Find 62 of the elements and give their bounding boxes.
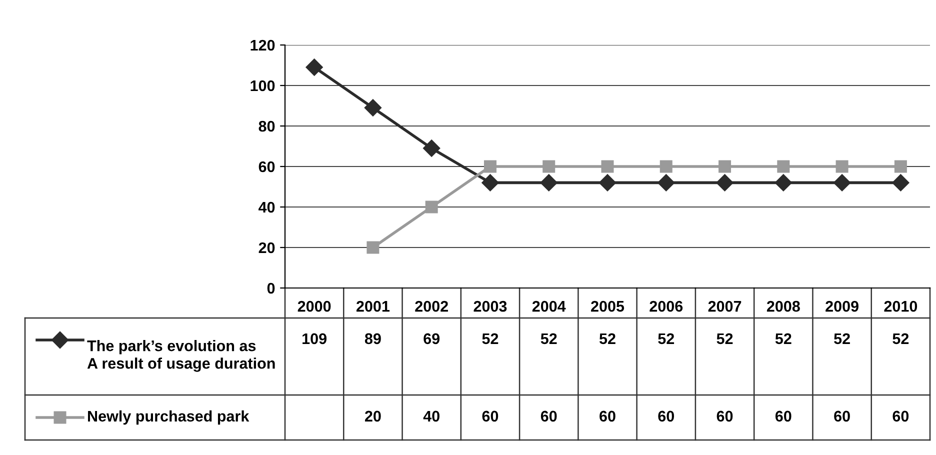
y-tick-label: 20	[258, 242, 275, 254]
x-tick-label: 2006	[650, 300, 683, 312]
x-tick-label: 2003	[474, 300, 507, 312]
data-label: 60	[716, 410, 733, 422]
data-label: 60	[775, 410, 792, 422]
point	[833, 174, 851, 192]
point	[777, 160, 790, 173]
point	[601, 160, 614, 173]
data-label: 69	[424, 333, 440, 344]
data-label: 52	[540, 333, 557, 344]
point	[660, 160, 672, 173]
y-tick-label: 100	[250, 80, 275, 92]
data-label: 20	[364, 410, 381, 422]
data-label: 52	[658, 333, 674, 344]
point	[658, 174, 675, 192]
data-label: 52	[482, 333, 498, 344]
x-tick-label: 2008	[766, 300, 800, 312]
point	[366, 241, 380, 254]
point	[894, 160, 907, 173]
point	[484, 160, 496, 173]
data-label: 60	[834, 410, 850, 422]
x-tick-label: 2004	[532, 300, 566, 312]
data-label: 109	[302, 333, 326, 344]
y-tick-label: 80	[258, 120, 275, 132]
point	[306, 58, 323, 76]
data-label: 52	[892, 333, 909, 344]
y-tick-label: 40	[258, 202, 275, 213]
y-tick-label: 0	[267, 282, 275, 294]
x-tick-label: 2005	[591, 300, 624, 312]
point	[718, 160, 732, 173]
data-label: 40	[423, 410, 440, 422]
x-tick-label: 2009	[826, 300, 858, 312]
data-label: 52	[599, 333, 616, 344]
point	[482, 174, 499, 192]
data-label: 52	[716, 333, 733, 344]
data-label: 60	[658, 410, 674, 422]
y-tick-label: 120	[250, 40, 275, 51]
x-tick-label: 2001	[356, 300, 390, 312]
data-label: 52	[834, 333, 850, 344]
point	[892, 174, 910, 192]
x-tick-label: 2007	[708, 300, 742, 312]
x-tick-label: 2010	[884, 300, 918, 312]
data-label: 60	[600, 410, 616, 422]
legend-label: Newly purchased park	[88, 410, 250, 425]
point	[542, 160, 556, 173]
x-tick-label: 2000	[298, 300, 331, 312]
point	[423, 140, 440, 157]
point	[774, 174, 792, 192]
point	[598, 174, 616, 192]
point	[425, 200, 438, 214]
data-label: 89	[364, 333, 381, 344]
point	[836, 160, 848, 173]
data-label: 52	[775, 333, 792, 344]
point	[540, 174, 558, 192]
point	[716, 174, 734, 192]
data-label: 60	[892, 410, 909, 422]
y-tick-label: 60	[258, 161, 275, 172]
data-label: 60	[540, 410, 557, 422]
data-label: 60	[482, 410, 498, 422]
x-tick-label: 2002	[415, 300, 448, 312]
point	[364, 99, 382, 116]
legend-label: The park’s evolution as A result of usage duration	[87, 340, 275, 372]
